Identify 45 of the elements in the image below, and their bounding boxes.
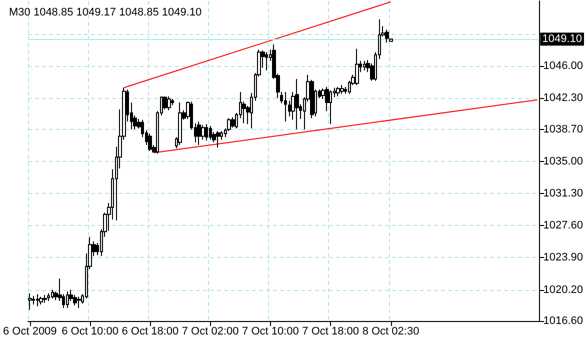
y-tick-label: 1031.30 [543,188,584,200]
y-tick-label: 1035.00 [543,155,584,168]
x-tick-label: 7 Oct 10:00 [242,326,299,338]
candlestick [295,78,299,130]
x-tick-label: 7 Oct 18:00 [302,326,360,338]
x-tick-label: 7 Oct 02:00 [182,326,239,338]
candlestick [36,294,39,307]
x-tick-label: 6 Oct 18:00 [122,326,179,338]
candlestick [355,48,359,86]
y-tick-label: 1023.90 [543,252,584,264]
candlestick [51,289,54,299]
candlestick [340,84,344,94]
y-tick-label: 1042.30 [543,92,584,104]
candlestick [32,295,35,306]
candlestick [284,92,287,122]
candlestick [385,29,389,44]
candlestick [178,102,182,146]
candlestick [39,296,43,306]
candlestick [205,124,208,142]
x-tick-label: 6 Oct 2009 [2,326,57,338]
candlestick [148,133,152,152]
candlestick [336,86,340,97]
candlestick [363,60,366,71]
y-tick-label: 1020.20 [543,284,584,296]
candlestick [265,52,268,71]
y-tick-label: 1016.60 [543,315,584,327]
candlestick [167,96,171,111]
y-tick-label: 1027.60 [543,220,584,232]
candlestick [329,90,332,125]
candlestick [231,116,235,128]
candlestick [47,292,50,302]
y-tick-label: 1046.00 [543,60,584,72]
candlestick [77,296,81,308]
ref-line-label: 1049.10 [542,33,582,46]
candlestick [209,125,212,140]
text: M30 1048.85 1049.17 1048.85 1049.10 [9,6,202,18]
candlestick [73,294,77,306]
candlestick [28,292,32,310]
x-tick-label: 8 Oct 02:30 [362,326,420,338]
candlestick [66,291,69,308]
candlestick [216,130,220,148]
x-tick-label: 6 Oct 10:00 [62,326,118,338]
y-tick-label: 1038.70 [543,123,584,136]
candlestick [197,121,201,146]
candlestick [43,294,47,304]
